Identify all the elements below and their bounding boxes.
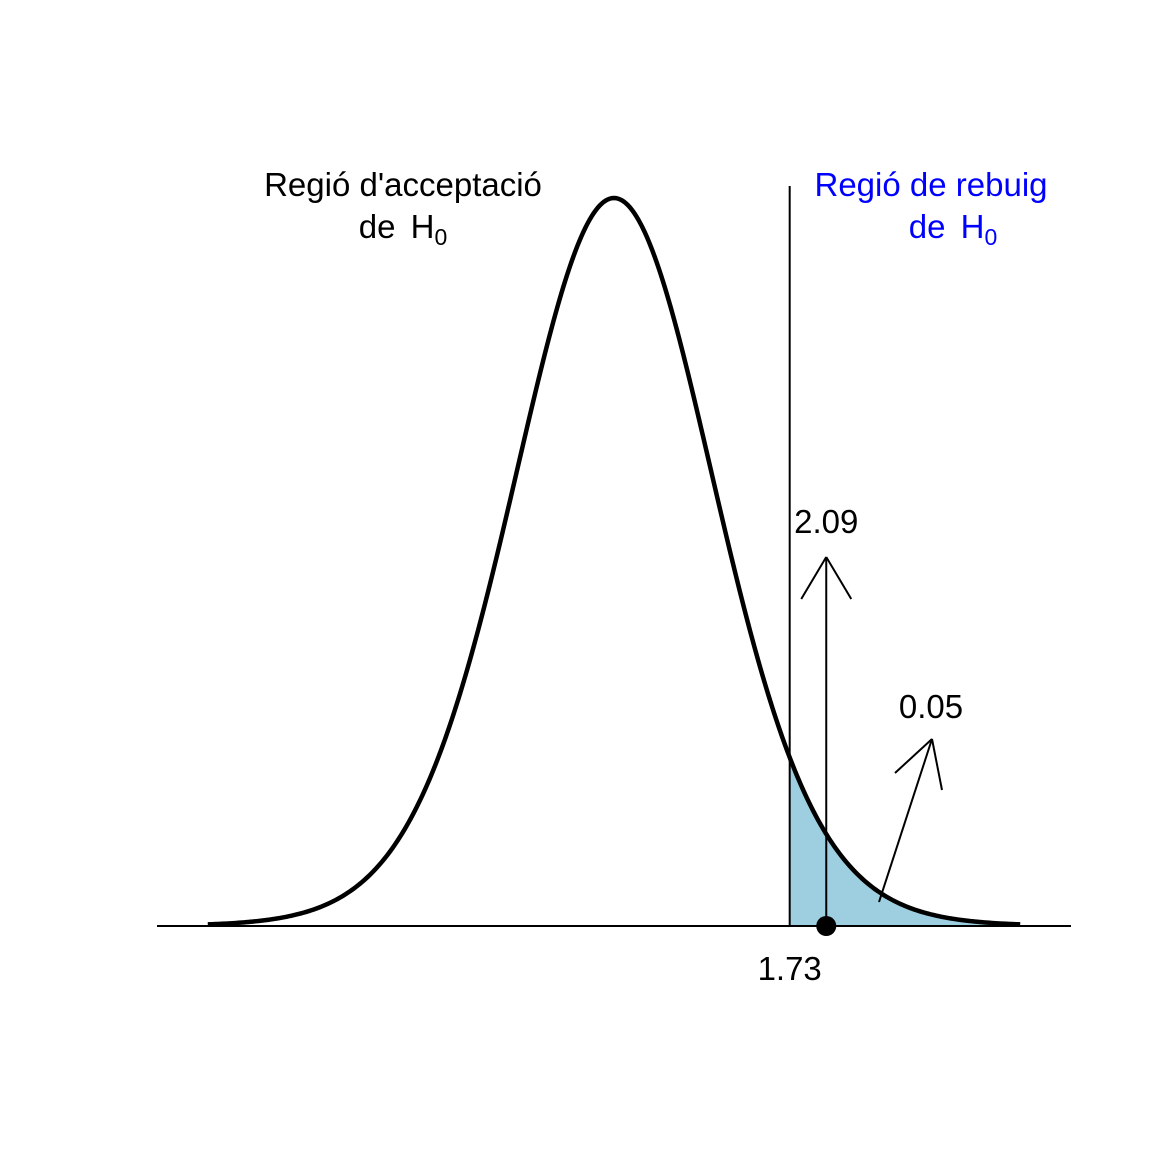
statistic-arrowhead-left — [800, 556, 828, 600]
t-density-curve — [207, 195, 1021, 927]
rejection-area-shade — [789, 757, 1021, 926]
acceptance-h: H — [411, 208, 435, 245]
test-statistic-label: 2.09 — [794, 503, 858, 540]
rejection-h-subscript: 0 — [984, 224, 997, 250]
acceptance-region-label: Regió d'acceptació — [264, 166, 542, 203]
rejection-h: H — [961, 208, 985, 245]
acceptance-de: de — [359, 208, 396, 245]
rejection-region-label-line2: de H0 — [909, 208, 998, 250]
alpha-label: 0.05 — [899, 688, 963, 725]
acceptance-region-label-line2: de H0 — [359, 208, 448, 250]
alpha-arrowhead-right — [931, 738, 943, 791]
alpha-arrow-shaft — [878, 738, 933, 903]
rejection-de: de — [909, 208, 946, 245]
acceptance-h-subscript: 0 — [434, 224, 447, 250]
test-statistic-point — [816, 916, 837, 936]
rejection-region-label: Regió de rebuig — [815, 166, 1048, 203]
alpha-arrowhead-left — [894, 738, 933, 774]
statistic-arrowhead-right — [825, 556, 853, 600]
critical-value-label: 1.73 — [758, 950, 822, 987]
